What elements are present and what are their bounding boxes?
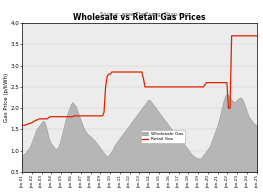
Legend: Wholesale Gas, Retail Gas: Wholesale Gas, Retail Gas [141, 130, 185, 143]
Y-axis label: Gas Price (p/kWh): Gas Price (p/kWh) [4, 73, 9, 122]
Title: Wholesale vs Retail Gas Prices: Wholesale vs Retail Gas Prices [73, 13, 206, 22]
Text: Source: www.TheEnergyShop.com: Source: www.TheEnergyShop.com [100, 12, 190, 17]
